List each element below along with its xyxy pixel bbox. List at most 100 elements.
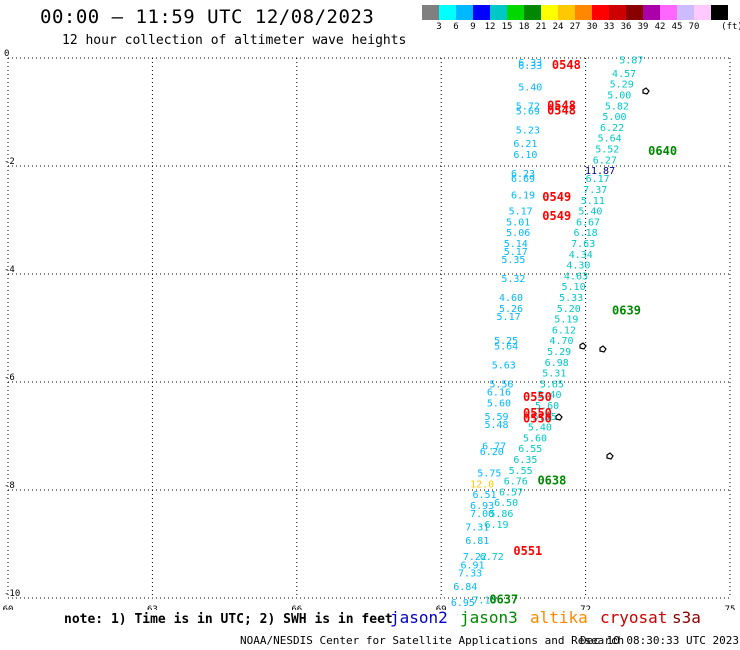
wave-height-label: 5.06 [506,228,530,239]
wave-height-label: 5.40 [578,207,602,218]
scale-label: 12 [484,22,496,32]
wave-height-label: 6.95 [451,598,475,609]
wave-height-label: 5.19 [554,315,578,326]
scale-swatch [677,5,694,20]
y-tick-label: -10 [4,589,20,599]
y-tick-label: 0 [4,49,9,59]
wave-height-label: 5.65 [540,379,564,390]
wave-height-label: 6.84 [453,582,477,593]
pass-time-label: 0548 [547,98,576,112]
scale-swatch [490,5,507,20]
scale-swatch [643,5,660,20]
pass-time-label: 0549 [542,209,571,223]
wave-height-label: 5.01 [506,217,530,228]
wave-height-label: 5.55 [509,466,533,477]
wave-height-label: 5.35 [501,255,525,266]
scale-label: 6 [453,22,459,32]
wave-height-label: 5.25 [494,336,518,347]
y-tick-label: -8 [4,481,15,491]
footer-note: note: 1) Time is in UTC; 2) SWH is in fe… [64,612,393,627]
chart-subtitle: 12 hour collection of altimeter wave hei… [62,33,407,48]
scale-swatch [575,5,592,20]
wave-height-label: 6.77 [482,442,506,453]
wave-height-label: 5.52 [595,145,619,156]
wave-height-label: 6.51 [472,490,496,501]
wave-height-label: 6.27 [593,155,617,166]
scale-label: 24 [552,22,564,32]
wave-height-label: 5.00 [602,112,626,123]
wave-height-label: 6.17 [586,174,610,185]
wave-height-label: 6.16 [487,388,511,399]
wave-height-label: 5.29 [547,347,571,358]
wave-height-label: 5.87 [619,55,643,66]
wave-height-label: 5.17 [509,207,533,218]
scale-label: 42 [654,22,666,32]
wave-height-label: 4.30 [566,261,590,272]
wave-height-label: 7.63 [571,239,595,250]
wave-height-label: 6.67 [576,217,600,228]
wave-height-label: 5.00 [607,91,631,102]
scale-label: 9 [470,22,476,32]
wave-height-label: 7.33 [458,568,482,579]
satellite-jason3: jason3 [460,608,518,627]
pass-time-label: 0550 [523,406,552,420]
scale-label: 27 [569,22,581,32]
x-tick-label: 69 [436,605,447,610]
wave-height-label: 6.98 [545,358,569,369]
y-tick-label: -6 [4,373,15,383]
pass-time-label: 0550 [523,390,552,404]
wave-height-label: 7.31 [465,523,489,534]
wave-height-label: 6.55 [518,444,542,455]
wave-height-label: 6.33 [518,61,542,72]
wave-height-label: 6.21 [513,139,537,150]
wave-height-label: 5.75 [477,469,501,480]
wave-height-label: 5.63 [492,361,516,372]
x-tick-label: 60 [3,605,14,610]
plot-area: 60 63 66 69 72 750-2-4-6-8-106.336.335.405.72… [3,49,736,610]
x-tick-label: 72 [580,605,591,610]
wave-height-label: 7.13 [472,595,496,606]
wave-height-label: 5.86 [489,509,513,520]
scale-label: 18 [518,22,530,32]
wave-height-label: 4.70 [549,336,573,347]
wave-height-label: 5.14 [504,239,528,250]
island-outline [606,452,614,460]
chart-title: 00:00 – 11:59 UTC 12/08/2023 [40,6,375,28]
x-tick-label: 63 [147,605,158,610]
satellite-cryosat: cryosat [600,608,668,627]
wave-height-label: 5.72 [516,101,540,112]
wave-height-label: 6.19 [485,520,509,531]
wave-height-label: 5.64 [598,134,622,145]
wave-height-label: 6.19 [511,190,535,201]
wave-height-label: 5.32 [501,274,525,285]
wave-height-label: 5.55 [533,412,557,423]
footer-credit: NOAA/NESDIS Center for Satellite Applica… [240,634,625,647]
wave-height-label: 6.12 [552,325,576,336]
wave-height-label: 5.40 [518,82,542,93]
wave-height-label: 6.20 [480,447,504,458]
wave-height-label: 5.29 [610,80,634,91]
wave-height-label: 6.50 [494,498,518,509]
wave-height-label: 6.23 [511,169,535,180]
wave-height-label: 11.87 [585,166,615,177]
wave-height-label: 6.35 [513,455,537,466]
wave-height-label: 5.64 [494,342,518,353]
wave-height-label: 7.00 [470,509,494,520]
scale-swatch [609,5,626,20]
wave-height-label: 5.33 [559,293,583,304]
pass-time-label: 0548 [552,58,581,72]
island-outline [599,345,607,353]
scale-label: 39 [637,22,649,32]
x-tick-label: 75 [725,605,736,610]
wave-height-label: 5.40 [528,423,552,434]
wave-height-label: 5.82 [605,101,629,112]
pass-time-label: 0550 [523,412,552,426]
scale-label: 70 [688,22,700,32]
wave-height-label: 5.17 [504,247,528,258]
wave-height-label: 5.10 [562,282,586,293]
wave-height-label: 5.26 [499,304,523,315]
wave-height-label: 5.69 [516,107,540,118]
wave-height-label: 6.10 [513,150,537,161]
wave-height-label: 7.22 [463,552,487,563]
scale-swatch [711,5,728,20]
